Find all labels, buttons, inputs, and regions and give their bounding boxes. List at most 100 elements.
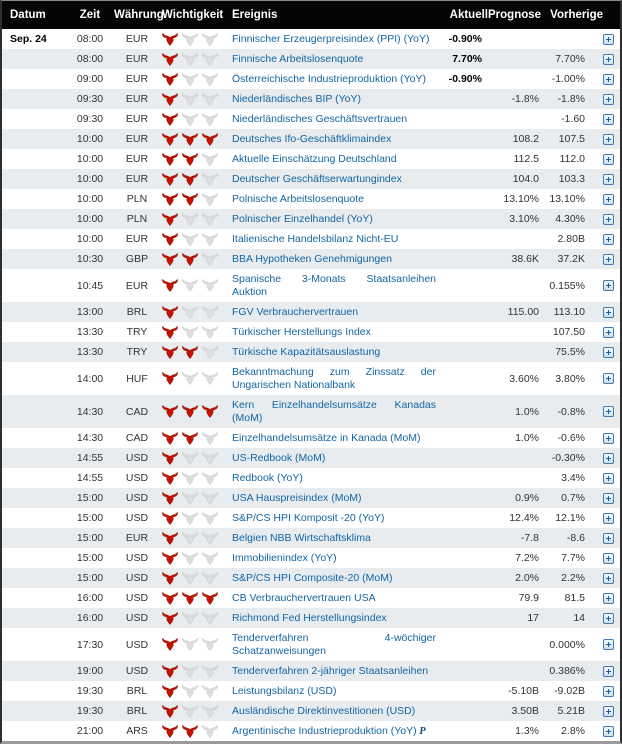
event-link[interactable]: Leistungsbilanz (USD) [232,684,337,697]
previous-cell: 12.1% [555,512,585,524]
plus-expand-icon[interactable] [603,326,614,338]
event-link[interactable]: Richmond Fed Herstellungsindex [232,611,387,624]
event-link[interactable]: FGV Verbrauchervertrauen [232,305,359,318]
plus-expand-icon[interactable] [603,373,614,384]
plus-expand-icon[interactable] [603,572,614,584]
event-link[interactable]: Niederländisches Geschäftsvertrauen [232,112,408,125]
plus-expand-icon[interactable] [603,612,614,624]
forecast-cell: 108.2 [512,133,539,145]
event-link[interactable]: Niederländisches BIP (YoY) [232,92,361,105]
event-link[interactable]: Redbook (YoY) [232,471,303,484]
previous-cell: 14 [573,612,585,624]
plus-expand-icon[interactable] [603,280,614,291]
plus-expand-icon[interactable] [603,193,614,205]
plus-expand-icon[interactable] [603,512,614,524]
plus-expand-icon[interactable] [603,472,614,484]
forecast-cell: 79.9 [518,592,539,604]
expand-cell [587,306,620,318]
calendar-row: 19:00 USD Tenderverfahren 2-jähriger Sta… [2,661,620,681]
previous-cell: 7.7% [561,552,585,564]
event-link[interactable]: Tenderverfahren 4-wöchiger Schatzanweisu… [232,631,436,657]
calendar-row: 15:00 USD S&P/CS HPI Komposit -20 (YoY) … [2,508,620,528]
plus-expand-icon[interactable] [603,213,614,225]
time-cell: 15:00 [76,552,104,564]
event-link[interactable]: Deutsches Ifo-Geschäftklimaindex [232,132,392,145]
event-link[interactable]: Deutscher Geschäftserwartungindex [232,172,402,185]
event-link[interactable]: Ausländische Direktinvestitionen (USD) [232,704,416,717]
event-link[interactable]: USA Hauspreisindex (MoM) [232,491,362,504]
event-link[interactable]: Finnischer Erzeugerpreisindex (PPI) (YoY… [232,32,430,45]
plus-expand-icon[interactable] [603,552,614,564]
plus-expand-icon[interactable] [603,33,614,45]
event-link[interactable]: Kern Einzelhandelsumsätze Kanadas (MoM) [232,398,436,424]
bull-icon [182,684,198,698]
event-link[interactable]: S&P/CS HPI Komposit -20 (YoY) [232,511,385,524]
time-cell: 14:00 [76,372,104,385]
event-link[interactable]: Spanische 3-Monats Staatsanleihen Auktio… [232,272,436,298]
plus-expand-icon[interactable] [603,93,614,105]
plus-expand-icon[interactable] [603,639,614,650]
plus-expand-icon[interactable] [603,406,614,417]
plus-expand-icon[interactable] [603,492,614,504]
plus-expand-icon[interactable] [603,452,614,464]
expand-cell [587,432,620,444]
event-link[interactable]: Türkische Kapazitätsauslastung [232,345,381,358]
event-link[interactable]: Italienische Handelsbilanz Nicht-EU [232,232,399,245]
event-cell: Niederländisches BIP (YoY) [224,89,442,109]
event-link[interactable]: Polnische Arbeitslosenquote [232,192,364,205]
plus-expand-icon[interactable] [603,73,614,85]
plus-expand-icon[interactable] [603,592,614,604]
event-link[interactable]: Einzelhandelsumsätze in Kanada (MoM) [232,431,421,444]
time-cell: 14:30 [76,432,104,444]
plus-expand-icon[interactable] [603,173,614,185]
importance-cell [160,431,224,445]
event-link[interactable]: Bekanntmachung zum Zinssatz der Ungarisc… [232,365,436,391]
plus-expand-icon[interactable] [603,532,614,544]
time-cell: 13:30 [76,326,104,338]
plus-expand-icon[interactable] [603,705,614,717]
plus-expand-icon[interactable] [603,306,614,318]
plus-expand-icon[interactable] [603,665,614,677]
event-cell: Redbook (YoY) [224,468,442,488]
event-link[interactable]: Finnische Arbeitslosenquote [232,52,364,65]
event-link[interactable]: Tenderverfahren 2-jähriger Staatsanleihe… [232,664,429,677]
event-link[interactable]: Belgien NBB Wirtschaftsklima [232,531,371,544]
bull-icon [202,431,218,445]
calendar-row: 14:30 CAD Einzelhandelsumsätze in Kanada… [2,428,620,448]
plus-expand-icon[interactable] [603,233,614,245]
event-link[interactable]: US-Redbook (MoM) [232,451,326,464]
event-link[interactable]: Argentinische Industrieproduktion (YoY) [232,724,417,737]
plus-expand-icon[interactable] [603,432,614,444]
plus-expand-icon[interactable] [603,725,614,737]
plus-expand-icon[interactable] [603,113,614,125]
plus-expand-icon[interactable] [603,346,614,358]
plus-expand-icon[interactable] [603,153,614,165]
event-link[interactable]: S&P/CS HPI Composite-20 (MoM) [232,571,393,584]
plus-expand-icon[interactable] [603,133,614,145]
event-link[interactable]: Polnischer Einzelhandel (YoY) [232,212,373,225]
event-link[interactable]: Aktuelle Einschätzung Deutschland [232,152,397,165]
bull-icon [162,92,178,106]
importance-cell [160,471,224,485]
bull-icon [162,152,178,166]
previous-cell: -0.8% [557,405,585,418]
bull-icon [162,172,178,186]
time-cell: 13:30 [76,346,104,358]
event-link[interactable]: BBA Hypotheken Genehmigungen [232,252,392,265]
plus-expand-icon[interactable] [603,253,614,265]
importance-cell [160,92,224,106]
bull-icon [162,32,178,46]
event-link[interactable]: Türkischer Herstellungs Index [232,325,371,338]
importance-cell [160,591,224,605]
plus-expand-icon[interactable] [603,53,614,65]
event-link[interactable]: CB Verbrauchervertrauen USA [232,591,376,604]
event-link[interactable]: Österreichische Industrieproduktion (YoY… [232,72,426,85]
event-link[interactable]: Immobilienindex (YoY) [232,551,337,564]
plus-expand-icon[interactable] [603,685,614,697]
forecast-cell: 3.10% [509,213,539,225]
actual-cell: -0.90% [448,73,482,85]
previous-cell: 3.4% [561,472,585,484]
previous-cell: 0.7% [561,492,585,504]
currency-cell: BRL [126,705,148,717]
previous-cell: 81.5 [564,592,585,604]
